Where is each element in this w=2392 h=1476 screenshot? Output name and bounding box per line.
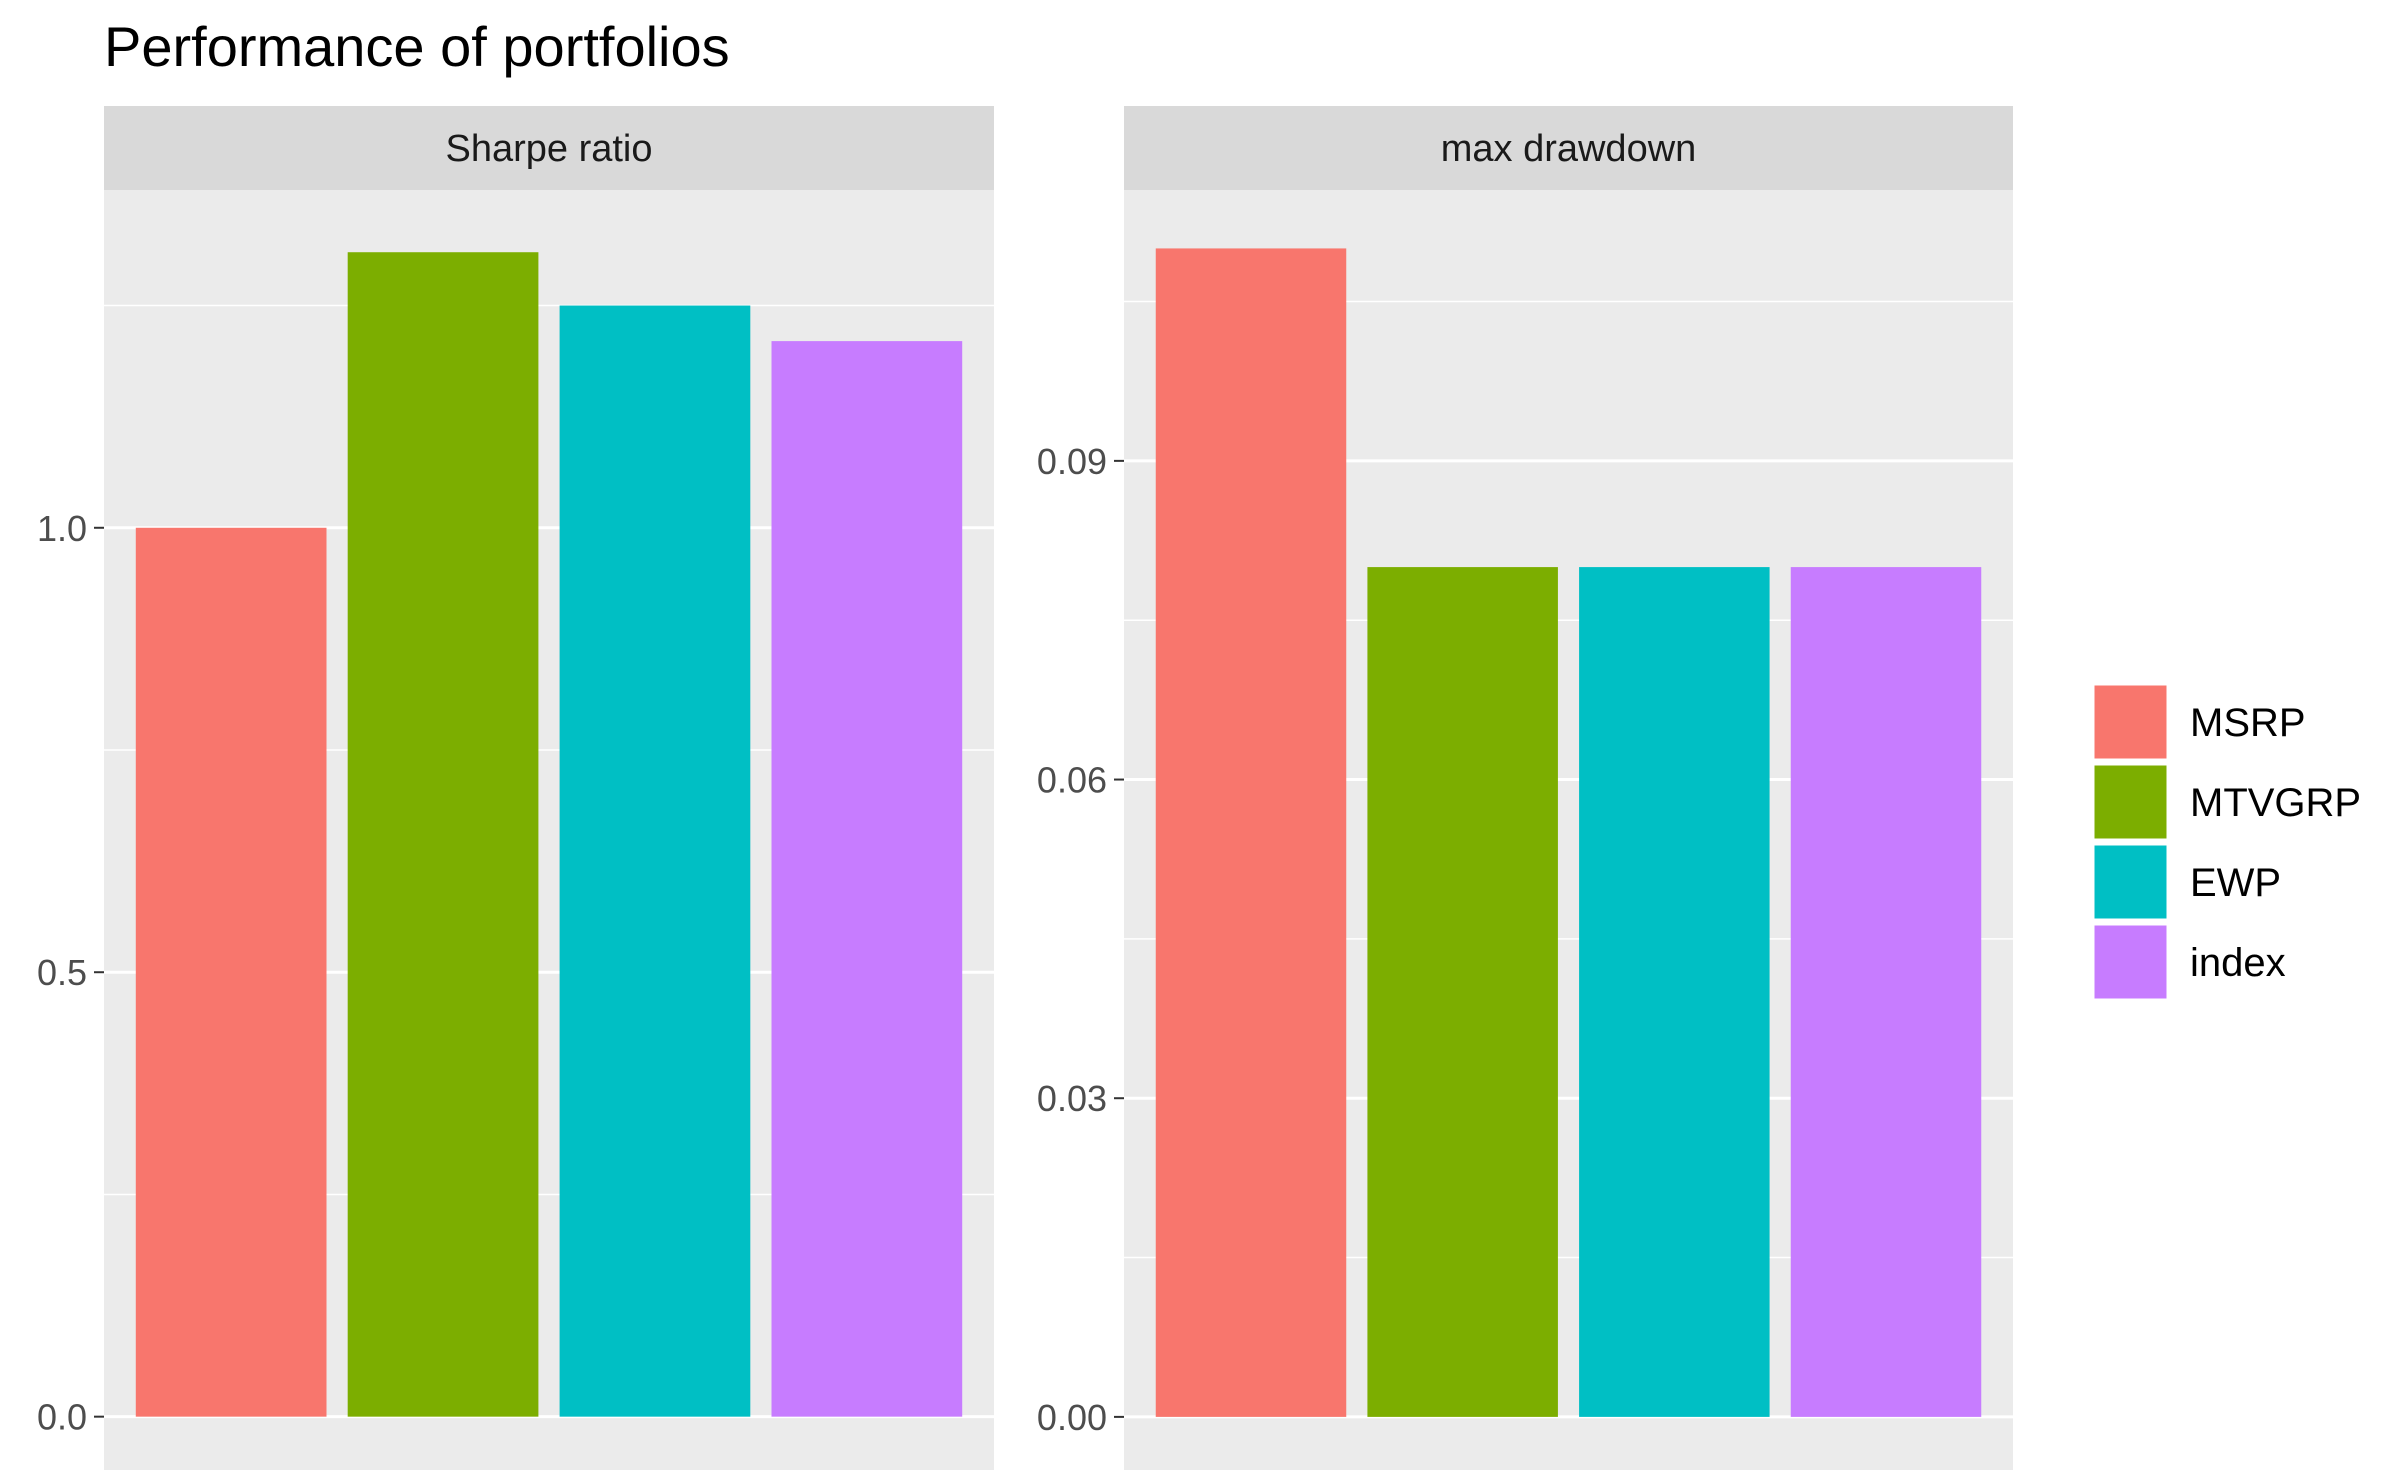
chart-title: Performance of portfolios [104,15,730,78]
facet-panel: max drawdown 0.00 0.03 0.06 0.09 [1037,106,2013,1470]
legend-label: MSRP [2190,701,2306,745]
bar-msrp [1155,248,1347,1417]
facet-strip [1124,106,2013,190]
y-tick-label: 0.0 [37,1397,87,1438]
facet-panel: Sharpe ratio 0.0 0.5 1.0 [37,106,994,1470]
bar-msrp [135,527,327,1417]
legend-label: index [2190,941,2286,985]
facet-strip [104,106,994,190]
legend-key [2091,762,2170,842]
facet-strip-label: Sharpe ratio [445,128,652,170]
legend: MSRP MTVGRP EWP index [2091,682,2361,1002]
bar-index [1790,567,1982,1417]
y-tick-label: 0.06 [1037,760,1107,801]
y-tick-label: 0.00 [1037,1397,1107,1438]
legend-key [2091,922,2170,1002]
y-tick-label: 0.03 [1037,1078,1107,1119]
bar-ewp [1579,567,1770,1417]
legend-key [2091,682,2170,762]
legend-key [2091,842,2170,922]
bar-mtvgrp [1367,567,1558,1417]
y-tick-label: 0.5 [37,952,87,993]
bar-ewp [559,305,751,1417]
facet-panels: Sharpe ratio 0.0 0.5 1.0 max drawdown 0.00 0.0… [37,106,2013,1470]
bar-mtvgrp [347,252,539,1417]
legend-label: EWP [2190,861,2281,905]
bar-index [771,341,963,1417]
facet-strip-label: max drawdown [1441,128,1697,170]
y-tick-label: 1.0 [37,508,87,549]
y-tick-label: 0.09 [1037,441,1107,482]
legend-label: MTVGRP [2190,781,2361,825]
